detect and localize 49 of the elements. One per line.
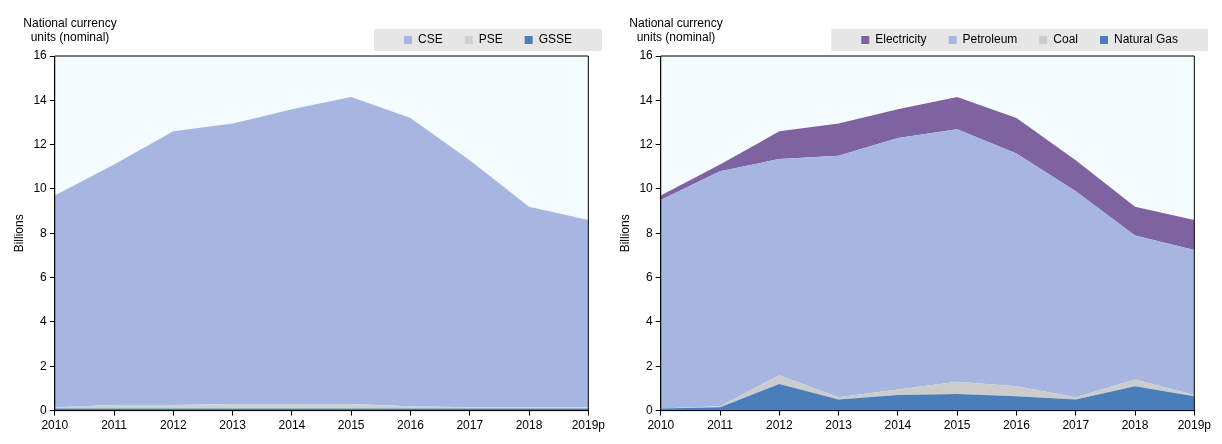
- x-tick-label: 2015: [943, 418, 971, 433]
- y-tick-label: 14: [33, 92, 48, 107]
- legend-label: CSE: [417, 32, 443, 47]
- x-tick-label: 2011: [707, 418, 734, 433]
- x-tick-label: 2010: [41, 418, 69, 433]
- y-tick-label: 2: [646, 358, 654, 373]
- y-tick-label: 2: [40, 358, 48, 373]
- y-tick-label: 12: [33, 136, 48, 151]
- x-tick-label: 2017: [1062, 418, 1090, 433]
- y-tick-label: 6: [40, 269, 48, 284]
- y-tick-label: 8: [40, 225, 48, 240]
- x-tick-label: 2013: [219, 418, 247, 433]
- y-tick-label: 8: [646, 225, 654, 240]
- legend-label: GSSE: [538, 32, 573, 47]
- x-tick-label: 2014: [278, 418, 306, 433]
- x-tick-label: 2014: [884, 418, 912, 433]
- x-tick-label: 2012: [765, 418, 793, 433]
- x-tick-label: 2011: [101, 418, 128, 433]
- y-tick-label: 16: [639, 48, 654, 63]
- y-tick-label: 0: [646, 402, 654, 417]
- y-tick-label: 0: [40, 402, 48, 417]
- y-tick-label: 10: [33, 181, 48, 196]
- x-tick-label: 2019p: [571, 418, 606, 433]
- legend-label: Electricity: [875, 32, 927, 47]
- legend-label: Petroleum: [962, 32, 1018, 47]
- x-tick-label: 2019p: [1177, 418, 1212, 433]
- x-tick-label: 2016: [397, 418, 425, 433]
- legend-label: PSE: [478, 32, 503, 47]
- x-tick-label: 2015: [337, 418, 365, 433]
- text: National currency units (nominal): [23, 16, 117, 45]
- y-tick-label: 12: [639, 136, 654, 151]
- x-tick-label: 2018: [515, 418, 543, 433]
- x-tick-label: 2017: [456, 418, 484, 433]
- y-tick-label: 6: [646, 269, 654, 284]
- y-tick-label: 16: [33, 48, 48, 63]
- y-tick-label: 14: [639, 92, 654, 107]
- x-tick-label: 2013: [825, 418, 853, 433]
- x-tick-label: 2010: [647, 418, 675, 433]
- legend-label: Natural Gas: [1113, 32, 1179, 47]
- y-tick-label: 4: [40, 314, 48, 329]
- y-tick-label: 4: [646, 314, 654, 329]
- x-tick-label: 2016: [1003, 418, 1031, 433]
- x-tick-label: 2018: [1121, 418, 1149, 433]
- legend-label: Coal: [1053, 32, 1078, 47]
- x-tick-label: 2012: [159, 418, 187, 433]
- y-tick-label: 10: [639, 181, 654, 196]
- text: National currency units (nominal): [629, 16, 723, 45]
- y-axis-title: Billions: [11, 214, 26, 253]
- y-axis-title: Billions: [617, 214, 632, 253]
